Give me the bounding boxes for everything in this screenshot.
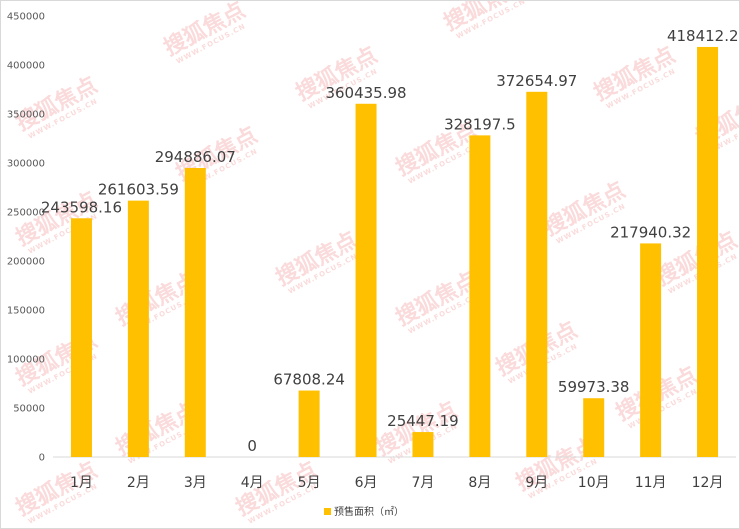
x-tick-label: 11月 <box>635 475 667 491</box>
legend-label: 预售面积（㎡） <box>334 505 404 518</box>
bar <box>127 200 149 457</box>
y-tick-label: 100000 <box>7 355 45 366</box>
y-axis-ticks: 0 50000 100000 150000 200000 250000 300000 3500… <box>7 12 45 464</box>
data-label: 243598.16 <box>41 198 122 216</box>
y-tick-label: 50000 <box>13 404 45 415</box>
data-label: 67808.24 <box>273 371 345 389</box>
bar <box>640 243 662 457</box>
x-tick-label: 4月 <box>241 475 264 491</box>
data-label: 25447.19 <box>387 412 459 430</box>
y-tick-label: 200000 <box>7 257 45 268</box>
data-label: 360435.98 <box>325 84 406 102</box>
x-tick-label: 10月 <box>578 475 610 491</box>
data-label: 372654.97 <box>496 72 577 90</box>
data-label: 261603.59 <box>98 181 179 199</box>
bar <box>70 218 92 457</box>
legend: 预售面积（㎡） <box>324 505 404 518</box>
x-tick-label: 5月 <box>298 475 321 491</box>
legend-swatch <box>324 508 331 515</box>
x-tick-label: 12月 <box>692 475 724 491</box>
y-tick-label: 450000 <box>7 12 45 23</box>
x-tick-label: 2月 <box>127 475 150 491</box>
bar <box>697 46 719 457</box>
data-label: 328197.5 <box>444 115 516 133</box>
bar <box>412 432 434 457</box>
data-label: 294886.07 <box>155 148 236 166</box>
bar <box>355 103 377 458</box>
x-tick-label: 8月 <box>468 475 491 491</box>
y-tick-label: 300000 <box>7 159 45 170</box>
y-tick-label: 150000 <box>7 306 45 317</box>
x-tick-label: 6月 <box>355 475 378 491</box>
data-label: 59973.38 <box>558 378 630 396</box>
x-tick-label: 7月 <box>411 475 434 491</box>
bar <box>298 390 320 457</box>
data-label: 217940.32 <box>610 223 691 241</box>
y-tick-label: 0 <box>39 453 45 464</box>
x-tick-label: 9月 <box>525 475 548 491</box>
bar <box>583 398 605 457</box>
y-tick-label: 350000 <box>7 110 45 121</box>
x-axis-ticks: 1月 2月 3月 4月 5月 6月 7月 8月 9月 10月 11月 12月 <box>70 475 723 491</box>
y-tick-label: 400000 <box>7 61 45 72</box>
x-tick-label: 1月 <box>70 475 93 491</box>
bar <box>469 135 491 457</box>
x-tick-label: 3月 <box>184 475 207 491</box>
y-tick-label: 250000 <box>7 208 45 219</box>
data-label: 0 <box>247 437 257 455</box>
bar <box>184 168 206 457</box>
data-label: 418412.25 <box>667 27 739 45</box>
bar <box>526 91 548 457</box>
bars <box>70 46 719 458</box>
